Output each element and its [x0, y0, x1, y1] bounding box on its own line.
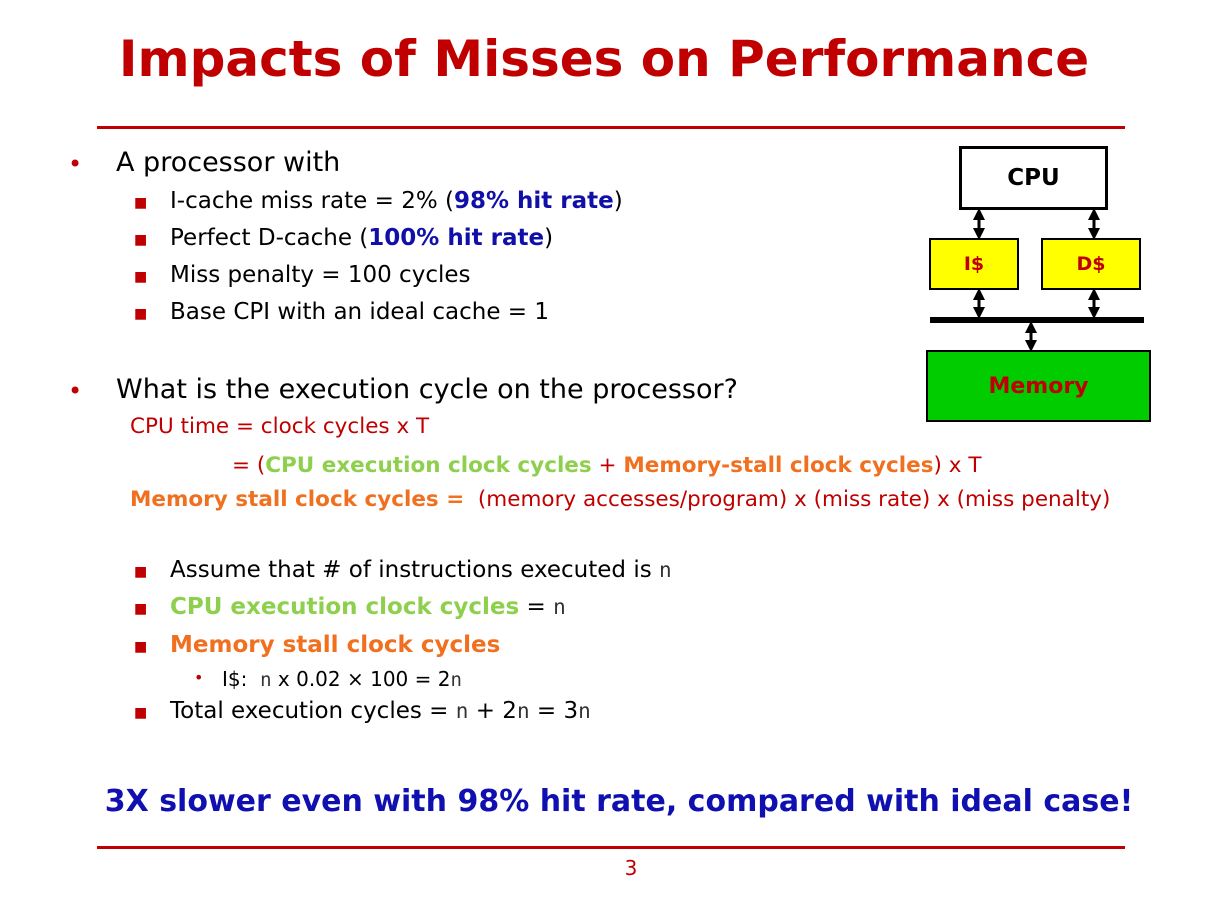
step-total: Total execution cycles = n + 2n = 3n — [170, 698, 591, 724]
step-mem-stall: Memory stall clock cycles — [170, 632, 501, 658]
dcache-box: D$ — [1041, 238, 1141, 290]
equation-cpu-time: CPU time = clock cycles x T — [130, 414, 430, 439]
sub-bullet-marker: ■ — [134, 639, 148, 655]
step-assume: Assume that # of instructions executed i… — [170, 557, 672, 583]
sub-bullet-marker: ■ — [134, 306, 148, 322]
slide-title: Impacts of Misses on Performance — [118, 30, 1090, 88]
sub-bullet-marker: ■ — [134, 232, 148, 248]
equation-cpu-time-expanded: = (CPU execution clock cycles + Memory-s… — [232, 453, 982, 478]
bullet-question: What is the execution cycle on the proce… — [116, 374, 738, 405]
sub-bullet-marker: ■ — [134, 195, 148, 211]
footer-divider — [97, 846, 1125, 849]
sub-bullet-marker: ■ — [134, 269, 148, 285]
step-icache-stall: I$: n x 0.02 × 100 = 2n — [222, 667, 462, 691]
item-dcache: Perfect D-cache (100% hit rate) — [170, 225, 554, 251]
page-number: 3 — [624, 856, 638, 880]
bullet-marker: • — [68, 150, 83, 178]
item-base-cpi: Base CPI with an ideal cache = 1 — [170, 299, 550, 325]
item-miss-penalty: Miss penalty = 100 cycles — [170, 262, 471, 288]
sub-bullet-marker: ■ — [134, 601, 148, 617]
cpu-box: CPU — [959, 146, 1108, 210]
title-divider — [97, 126, 1125, 129]
bullet-marker: • — [68, 377, 83, 405]
bus-line — [930, 317, 1144, 323]
memory-box: Memory — [926, 350, 1151, 422]
bullet-processor: A processor with — [116, 147, 341, 178]
step-cpu-exec: CPU execution clock cycles = n — [170, 594, 566, 620]
sub-bullet-marker: ■ — [134, 564, 148, 580]
sub-bullet-marker: ■ — [134, 705, 148, 721]
equation-memory-stall: Memory stall clock cycles = (memory acce… — [130, 487, 1111, 512]
sub-sub-bullet-marker: • — [194, 668, 204, 687]
item-icache: I-cache miss rate = 2% (98% hit rate) — [170, 188, 623, 214]
conclusion-text: 3X slower even with 98% hit rate, compar… — [104, 784, 1134, 819]
